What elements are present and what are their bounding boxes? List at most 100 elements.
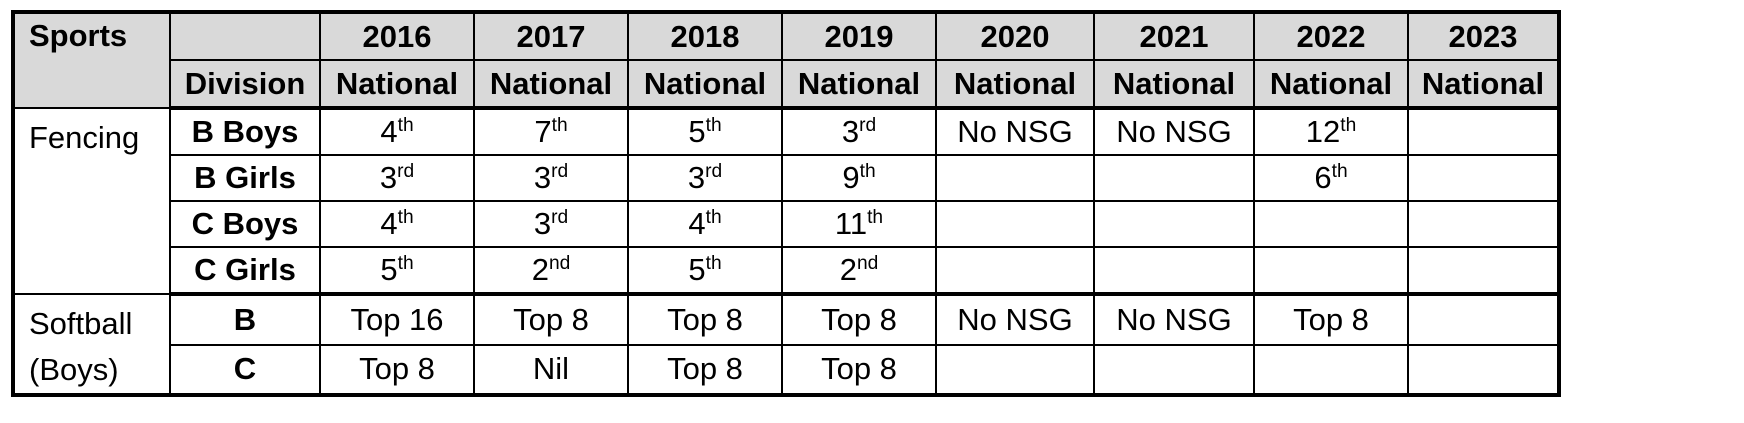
ordinal-suffix: th bbox=[551, 115, 568, 137]
result-cell: 7th bbox=[473, 107, 629, 156]
result-value: 3 bbox=[687, 160, 706, 195]
division-cell: B bbox=[169, 293, 321, 346]
year-header: 2017 bbox=[473, 11, 629, 61]
year-header: 2022 bbox=[1253, 11, 1409, 61]
ordinal-suffix: th bbox=[1340, 115, 1357, 137]
result-cell: 9th bbox=[781, 154, 937, 202]
table-row: C Girls 5th 2nd 5th 2nd bbox=[13, 246, 1560, 296]
result-value: Nil bbox=[532, 351, 570, 387]
ordinal-suffix: rd bbox=[859, 115, 877, 137]
result-cell: Top 8 bbox=[473, 293, 629, 346]
table-row: C Top 8 Nil Top 8 Top 8 bbox=[13, 343, 1560, 396]
year-header: 2018 bbox=[627, 11, 783, 61]
result-value: No NSG bbox=[957, 114, 1073, 149]
result-cell bbox=[1407, 293, 1560, 346]
result-cell bbox=[1407, 246, 1560, 296]
result-value: Top 8 bbox=[359, 351, 435, 387]
ordinal-suffix: rd bbox=[551, 207, 569, 229]
ordinal-suffix: th bbox=[867, 207, 884, 229]
result-cell bbox=[1253, 343, 1409, 396]
sports-header: Sports bbox=[12, 11, 171, 109]
result-value: 4 bbox=[380, 114, 398, 149]
result-cell: 5th bbox=[627, 107, 783, 156]
result-value: 3 bbox=[379, 160, 398, 195]
ordinal-suffix: th bbox=[397, 115, 414, 137]
ordinal-suffix: nd bbox=[548, 253, 571, 275]
level-header: National bbox=[935, 59, 1095, 110]
result-value: 4 bbox=[688, 206, 706, 241]
result-value: 2 bbox=[839, 252, 857, 287]
result-value: Top 8 bbox=[667, 351, 743, 387]
result-cell bbox=[1093, 200, 1255, 248]
result-cell bbox=[1407, 343, 1560, 396]
result-cell: Top 8 bbox=[1253, 293, 1409, 346]
results-table-container: Sports 2016 2017 2018 2019 2020 2021 2022 2023 Di… bbox=[11, 10, 1561, 397]
level-header: National bbox=[1407, 59, 1560, 110]
result-cell bbox=[1407, 154, 1560, 202]
result-cell: 4th bbox=[319, 200, 475, 248]
division-cell: B Girls bbox=[169, 154, 321, 202]
result-value: No NSG bbox=[1116, 301, 1232, 337]
result-value: 7 bbox=[534, 114, 552, 149]
result-cell: 6th bbox=[1253, 154, 1409, 202]
ordinal-suffix: th bbox=[705, 115, 722, 137]
division-header: Division bbox=[169, 59, 321, 110]
sport-name-cell: Fencing bbox=[12, 107, 171, 295]
result-value: Top 8 bbox=[667, 301, 743, 337]
level-header: National bbox=[1093, 59, 1255, 110]
ordinal-suffix: th bbox=[1331, 161, 1348, 183]
result-cell: Top 8 bbox=[319, 343, 475, 396]
header-row-levels: Division National National National National… bbox=[13, 59, 1560, 110]
table-row: C Boys 4th 3rd 4th 11th bbox=[13, 200, 1560, 248]
table-row: Fencing B Boys 4th 7th 5th 3rd No NSG No NSG 12t… bbox=[12, 107, 1560, 295]
result-value: 2 bbox=[531, 252, 549, 287]
result-cell: 12th bbox=[1253, 107, 1409, 156]
result-cell bbox=[1253, 200, 1409, 248]
result-value: 4 bbox=[380, 206, 398, 241]
result-cell bbox=[935, 154, 1095, 202]
result-cell: Top 16 bbox=[319, 293, 475, 346]
result-cell bbox=[935, 246, 1095, 296]
year-header: 2016 bbox=[319, 11, 475, 61]
result-value: 5 bbox=[380, 252, 398, 287]
result-cell: 4th bbox=[627, 200, 783, 248]
result-value: 3 bbox=[841, 114, 860, 149]
blank-header-cell bbox=[169, 11, 321, 61]
result-cell: Nil bbox=[473, 343, 629, 396]
level-header: National bbox=[473, 59, 629, 110]
result-value: 11 bbox=[834, 206, 868, 241]
result-cell: 3rd bbox=[473, 200, 629, 248]
ordinal-suffix: th bbox=[705, 253, 722, 275]
ordinal-suffix: nd bbox=[856, 253, 879, 275]
result-cell: 11th bbox=[781, 200, 937, 248]
result-cell: Top 8 bbox=[781, 293, 937, 346]
result-cell bbox=[1093, 154, 1255, 202]
result-cell: 5th bbox=[319, 246, 475, 296]
table-row: Softball (Boys) B Top 16 Top 8 Top 8 Top 8 No … bbox=[12, 293, 1560, 396]
year-header: 2023 bbox=[1407, 11, 1560, 61]
division-cell: B Boys bbox=[169, 107, 321, 156]
result-cell: Top 8 bbox=[627, 293, 783, 346]
table-row: B Girls 3rd 3rd 3rd 9th 6th bbox=[13, 154, 1560, 202]
result-value: Top 8 bbox=[821, 301, 897, 337]
result-cell bbox=[935, 200, 1095, 248]
result-cell: No NSG bbox=[935, 107, 1095, 156]
ordinal-suffix: th bbox=[859, 161, 876, 183]
result-value: No NSG bbox=[957, 301, 1073, 337]
result-value: 12 bbox=[1305, 114, 1341, 149]
result-cell: Top 8 bbox=[627, 343, 783, 396]
year-header: 2021 bbox=[1093, 11, 1255, 61]
result-value: 5 bbox=[688, 252, 706, 287]
division-cell: C Boys bbox=[169, 200, 321, 248]
result-cell: No NSG bbox=[1093, 293, 1255, 346]
result-value: Top 16 bbox=[350, 301, 444, 337]
result-cell: 2nd bbox=[473, 246, 629, 296]
result-value: 9 bbox=[842, 160, 860, 195]
ordinal-suffix: th bbox=[705, 207, 722, 229]
result-cell bbox=[935, 343, 1095, 396]
result-cell: 5th bbox=[627, 246, 783, 296]
level-header: National bbox=[1253, 59, 1409, 110]
sport-name-cell: Softball (Boys) bbox=[12, 293, 171, 396]
ordinal-suffix: rd bbox=[551, 161, 569, 183]
division-cell: C bbox=[169, 343, 321, 396]
